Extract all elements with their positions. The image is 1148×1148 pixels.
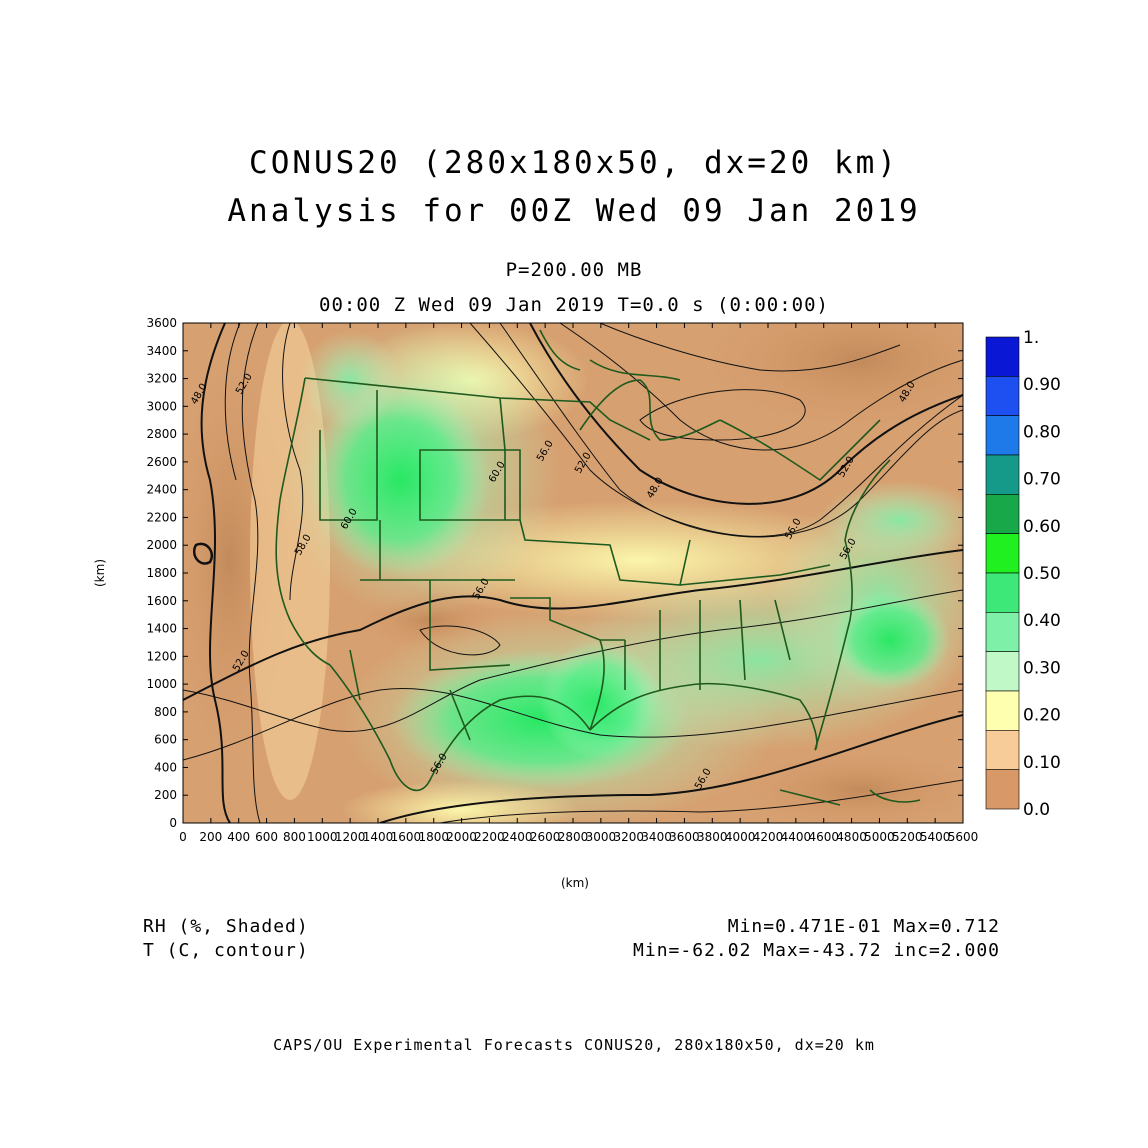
x-tick-label: 1200 [335,830,366,844]
x-tick-label: 2000 [446,830,477,844]
shaded-field-stats: Min=0.471E-01 Max=0.712 [727,916,1000,937]
y-tick-label: 2400 [146,483,177,497]
x-tick-label: 200 [199,830,222,844]
x-tick-label: 3000 [586,830,617,844]
rh-shading [183,323,963,823]
y-tick-label: 2000 [146,538,177,552]
y-tick-label: 1800 [146,566,177,580]
y-tick-label: 400 [154,760,177,774]
title-line-1: CONUS20 (280x180x50, dx=20 km) [249,145,899,181]
x-tick-label: 5000 [864,830,895,844]
y-tick-label: 2600 [146,455,177,469]
footer-credit: CAPS/OU Experimental Forecasts CONUS20, … [273,1036,875,1054]
x-tick-label: 2600 [530,830,561,844]
y-tick-label: 600 [154,733,177,747]
colorbar-label: 0.60 [1023,517,1061,537]
colorbar-label: 0.90 [1023,375,1061,395]
colorbar-swatch [985,494,1020,534]
colorbar-swatch [985,769,1020,810]
colorbar: 1. 0.90 0.80 0.70 0.60 0.50 0.40 0.30 0.20 0.10 0.… [985,328,1061,820]
contour-field-stats: Min=-62.02 Max=-43.72 inc=2.000 [633,940,1000,961]
x-tick-label: 1800 [418,830,449,844]
colorbar-swatch [985,376,1020,416]
y-tick-label: 1200 [146,649,177,663]
y-axis-ticks: 0 200 400 600 800 1000 1200 1400 1600 1800 2000 220… [146,316,963,830]
x-tick-label: 2400 [502,830,533,844]
y-tick-label: 0 [169,816,177,830]
y-tick-label: 2800 [146,427,177,441]
x-tick-label: 3400 [641,830,672,844]
geography-borders [275,329,921,806]
x-tick-label: 4200 [753,830,784,844]
x-tick-label: 3800 [697,830,728,844]
x-tick-label: 5600 [948,830,979,844]
colorbar-label: 0.10 [1023,753,1061,773]
x-tick-label: 1400 [363,830,394,844]
x-tick-label: 400 [227,830,250,844]
x-tick-label: 0 [179,830,187,844]
x-tick-label: 3600 [669,830,700,844]
x-axis-ticks: 0 200 400 600 800 100012001400160018002000220… [179,323,978,844]
colorbar-swatch [985,533,1020,574]
title-line-2: Analysis for 00Z Wed 09 Jan 2019 [227,193,921,229]
y-tick-label: 200 [154,788,177,802]
x-tick-label: 4400 [781,830,812,844]
colorbar-label: 0.40 [1023,611,1061,631]
y-tick-label: 2200 [146,510,177,524]
colorbar-label: 0.30 [1023,658,1061,678]
colorbar-swatch [985,336,1020,377]
x-tick-label: 4600 [808,830,839,844]
contour-field-label: T (C, contour) [143,940,309,961]
colorbar-swatch [985,612,1020,652]
x-tick-label: 1600 [391,830,422,844]
y-tick-label: 3600 [146,316,177,330]
x-tick-label: 1000 [307,830,338,844]
shaded-field-label: RH (%, Shaded) [143,916,309,937]
pressure-level: P=200.00 MB [505,259,643,281]
x-tick-label: 2200 [474,830,505,844]
y-axis-title: (km) [93,559,107,587]
y-tick-label: 800 [154,705,177,719]
colorbar-swatch [985,454,1020,495]
x-tick-label: 5400 [920,830,951,844]
x-tick-label: 4800 [836,830,867,844]
y-tick-label: 3000 [146,399,177,413]
temperature-contours [183,323,963,823]
colorbar-label: 0.80 [1023,422,1061,442]
x-tick-label: 600 [255,830,278,844]
x-axis-title: (km) [561,876,589,890]
colorbar-label: 0.50 [1023,564,1061,584]
x-tick-label: 5200 [892,830,923,844]
y-tick-label: 1000 [146,677,177,691]
colorbar-label: 0.70 [1023,470,1061,490]
x-tick-label: 2800 [558,830,589,844]
colorbar-swatch [985,730,1020,770]
colorbar-label: 0.20 [1023,706,1061,726]
x-tick-label: 800 [283,830,306,844]
y-tick-label: 1400 [146,622,177,636]
y-tick-label: 3400 [146,344,177,358]
y-tick-label: 3200 [146,372,177,386]
x-tick-label: 4000 [725,830,756,844]
colorbar-label: 1. [1023,328,1039,348]
y-tick-label: 1600 [146,594,177,608]
colorbar-swatch [985,415,1020,456]
colorbar-label: 0.0 [1023,800,1050,820]
colorbar-swatch [985,690,1020,731]
valid-time: 00:00 Z Wed 09 Jan 2019 T=0.0 s (0:00:00… [319,294,829,316]
colorbar-swatch [985,572,1020,613]
x-tick-label: 3200 [613,830,644,844]
colorbar-swatch [985,651,1020,692]
